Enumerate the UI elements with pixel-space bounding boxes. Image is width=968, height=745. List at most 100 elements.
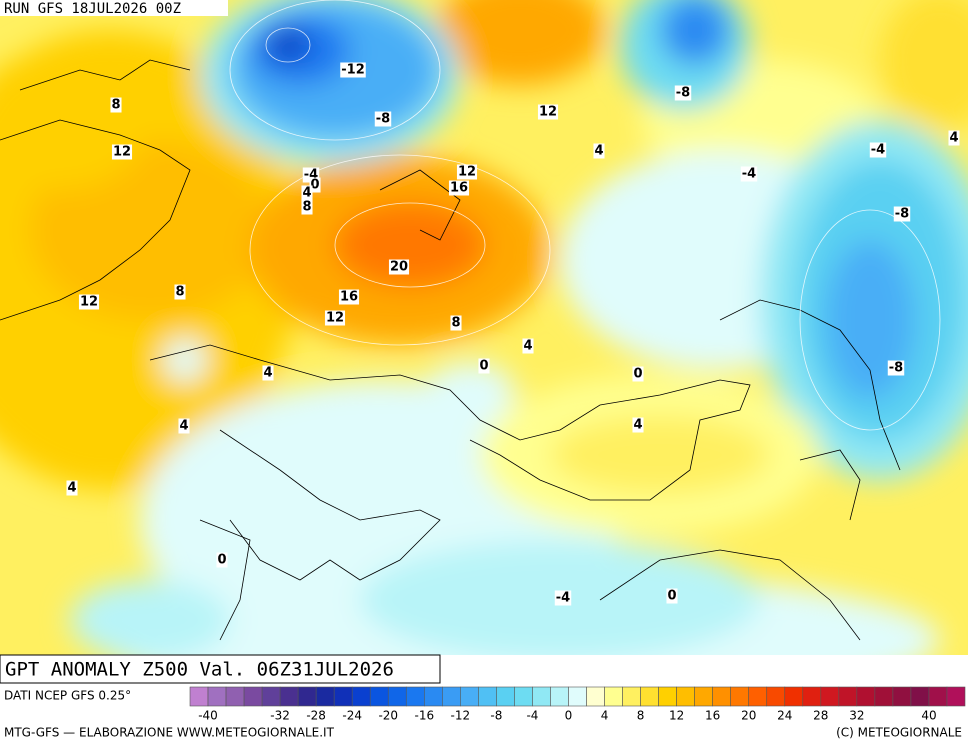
contour-label: 4 [179,419,188,434]
colorbar-tick-label: 40 [921,709,936,723]
colorbar-tick-label: -12 [451,709,471,723]
contour-label: 0 [310,178,319,193]
contour-label: 4 [263,366,272,381]
colorbar-cell [333,686,353,707]
contour-label-bg [178,418,190,434]
colorbar-cell [568,686,587,707]
colorbar-cell [442,686,461,707]
contour-label-bg [301,199,313,215]
borders [0,59,901,641]
contour-label: 4 [523,339,532,354]
contour-label-bg [110,97,122,113]
contour-label: 8 [111,98,120,113]
colorbar-cell [261,686,281,707]
colorbar-cell [369,686,389,707]
colorbar-cell [694,686,713,707]
contour-label: -8 [376,112,390,127]
colorbar: -40 -32 -28 -24 -20 -16 -12 -8 -4 0 4 8 12 16 20 24 28 32… [189,686,966,723]
contour-label: 12 [539,105,557,120]
contour-label: -8 [676,86,690,101]
colorbar-cell [712,686,731,707]
contour-label-bg [948,130,960,146]
contour-label-bg [537,104,559,120]
title-box [0,654,441,684]
colorbar-tick-label: 16 [705,709,720,723]
contour-label-bg [893,206,911,222]
colorbar-cell [766,686,786,707]
contour-label-bg [632,417,644,433]
contour-label: 0 [633,367,642,382]
colorbar-tick-label: 20 [741,709,756,723]
contour-label: 12 [458,165,476,180]
contour-label: -4 [556,591,570,606]
contours [229,0,941,431]
colorbar-cell [207,686,227,707]
contour-label-bg [78,294,100,310]
colorbar-cell [586,686,605,707]
colorbar-cell [496,686,515,707]
colorbar-tick-label: -32 [270,709,290,723]
colorbar-cell [604,686,623,707]
contour-label: 20 [390,260,408,275]
colorbar-cell [189,686,209,707]
contour-label-bg [448,180,470,196]
colorbar-tick-label: -4 [526,709,538,723]
colorbar-cell [460,686,479,707]
title: GPT ANOMALY Z500 Val. 06Z31JUL2026 [5,659,394,681]
colorbar-cell [892,686,912,707]
colorbar-cell [351,686,371,707]
colorbar-cell [748,686,768,707]
colorbar-cell [225,686,245,707]
contour-label-bg [478,358,490,374]
contour-label: 4 [67,481,76,496]
contour-label-bg [554,590,572,606]
contour-label: 4 [302,186,311,201]
contour-label-bg [887,360,905,376]
run-label: RUN GFS 18JUL2026 00Z [4,1,181,17]
contour-label: -4 [871,143,885,158]
colorbar-cell [910,686,930,707]
contour-label-bg [340,62,366,78]
contour-label-bg [593,143,605,159]
colorbar-cell [820,686,840,707]
contour-label-bg [456,164,478,180]
footer-right: (C) METEOGIORNALE [836,726,962,740]
colorbar-tick-label: 24 [777,709,792,723]
contour-label: 8 [302,200,311,215]
colorbar-cell [784,686,804,707]
colorbar-tick-label: -28 [306,709,326,723]
colorbar-tick-label: -40 [198,709,218,723]
contour-label: -8 [889,361,903,376]
contour-label: 0 [479,359,488,374]
colorbar-tick-label: 8 [637,709,645,723]
colorbar-cell [946,686,966,707]
contour-label-bg [674,85,692,101]
colorbar-cell [424,686,443,707]
contour-label-bg [522,338,534,354]
colorbar-cell [676,686,695,707]
contour-label: 12 [326,311,344,326]
contour-label-bg [388,259,410,275]
colorbar-cell [928,686,948,707]
colorbar-tick-label: -24 [342,709,362,723]
contour-label-bg [374,111,392,127]
contour-label: -12 [341,63,365,78]
colorbar-cell [243,686,263,707]
contour-label-bg [111,144,133,160]
contour-label: 8 [451,316,460,331]
colorbar-tick-label: 28 [813,709,828,723]
colorbar-cell [838,686,858,707]
colorbar-cell [279,686,299,707]
colorbar-cell [387,686,407,707]
colorbar-cell [297,686,317,707]
colorbar-cell [856,686,876,707]
contour-label: 16 [340,290,358,305]
colorbar-cell [315,686,335,707]
colorbar-cell [640,686,659,707]
colorbar-cell [478,686,497,707]
contour-label: 4 [949,131,958,146]
contour-label-bg [869,142,887,158]
